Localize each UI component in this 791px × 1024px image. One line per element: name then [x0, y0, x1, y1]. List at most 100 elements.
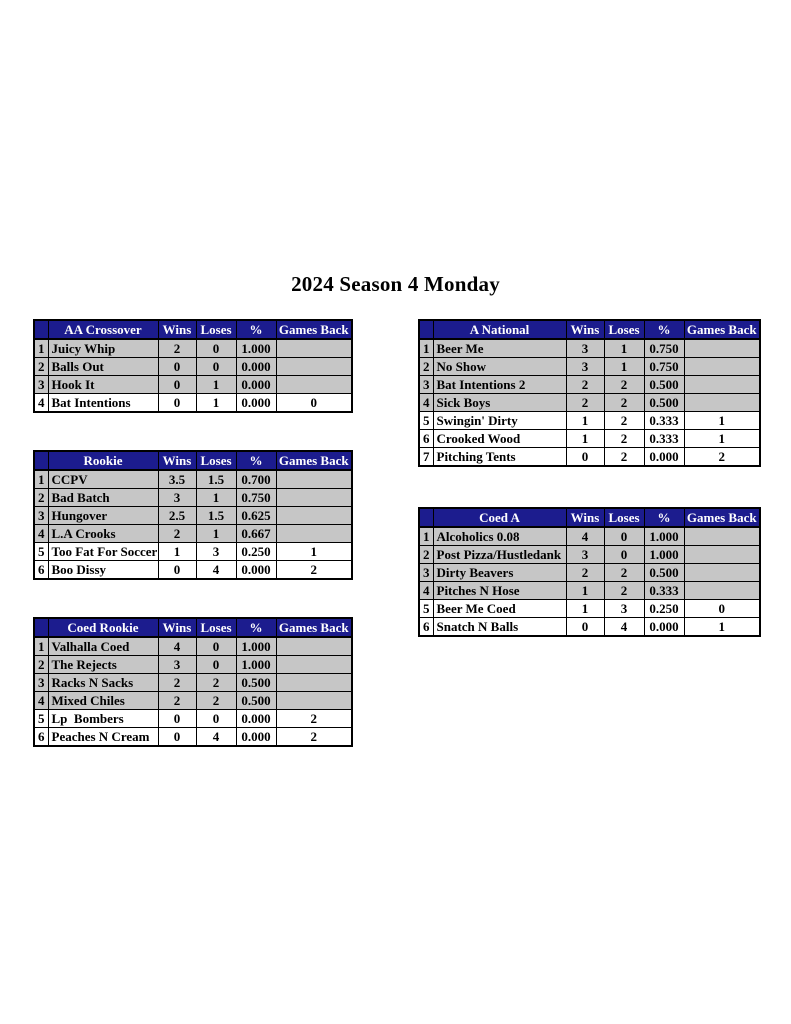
col-header-loses: Loses: [195, 617, 237, 638]
wins-cell: 2: [157, 524, 197, 543]
pct-cell: 0.000: [643, 617, 685, 637]
games-back-cell: 0: [683, 599, 761, 618]
team-name-cell: The Rejects: [47, 655, 159, 674]
wins-cell: 3: [565, 357, 605, 376]
rank-cell: 1: [418, 338, 434, 358]
team-name-cell: Lp Bombers: [47, 709, 159, 728]
games-back-cell: [683, 338, 761, 358]
col-header-wins: Wins: [157, 450, 197, 471]
division-name: Rookie: [47, 450, 159, 471]
games-back-cell: [683, 375, 761, 394]
table-row-crooked-wood: 6 Crooked Wood 1 2 0.333 1: [418, 429, 761, 448]
loses-cell: 0: [195, 709, 237, 728]
team-name-cell: Pitching Tents: [432, 447, 567, 467]
team-name-cell: Dirty Beavers: [432, 563, 567, 582]
rank-cell: 3: [33, 673, 49, 692]
col-header-games-back: Games Back: [683, 507, 761, 528]
wins-cell: 3: [565, 545, 605, 564]
col-header-games-back: Games Back: [275, 450, 353, 471]
standings-table-rookie: Rookie Wins Loses% Games Back 1 CCPV 3.5 1.5 0.7…: [33, 450, 353, 580]
rank-header-cell: [33, 450, 49, 471]
wins-cell: 3: [157, 655, 197, 674]
team-name-cell: Bat Intentions 2: [432, 375, 567, 394]
rank-header-cell: [418, 319, 434, 340]
table-row-no-show: 2 No Show 3 1 0.750: [418, 357, 761, 376]
pct-cell: 0.000: [235, 709, 277, 728]
col-header-loses: Loses: [603, 507, 645, 528]
pct-cell: 1.000: [235, 636, 277, 656]
wins-cell: 1: [565, 429, 605, 448]
table-row-swingin-dirty: 5 Swingin' Dirty 1 2 0.333 1: [418, 411, 761, 430]
pct-cell: 0.000: [235, 393, 277, 413]
pct-cell: 0.500: [643, 563, 685, 582]
loses-cell: 2: [603, 563, 645, 582]
loses-cell: 1: [603, 338, 645, 358]
games-back-cell: [275, 506, 353, 525]
division-name: Coed A: [432, 507, 567, 528]
games-back-cell: [683, 563, 761, 582]
loses-cell: 1: [195, 488, 237, 507]
col-header-pct: %: [235, 617, 277, 638]
wins-cell: 1: [157, 542, 197, 561]
pct-cell: 1.000: [235, 338, 277, 358]
rank-cell: 4: [418, 393, 434, 412]
division-name: AA Crossover: [47, 319, 159, 340]
games-back-cell: [683, 581, 761, 600]
loses-cell: 1.5: [195, 506, 237, 525]
wins-cell: 4: [565, 526, 605, 546]
wins-cell: 1: [565, 599, 605, 618]
games-back-cell: 2: [275, 727, 353, 747]
loses-cell: 3: [195, 542, 237, 561]
wins-cell: 2: [565, 393, 605, 412]
loses-cell: 3: [603, 599, 645, 618]
table-row-racks-n-sacks: 3 Racks N Sacks 2 2 0.500: [33, 673, 353, 692]
header-row: Coed A Wins Loses% Games Back: [418, 507, 761, 528]
loses-cell: 0: [195, 636, 237, 656]
team-name-cell: Racks N Sacks: [47, 673, 159, 692]
header-row: A National Wins Loses% Games Back: [418, 319, 761, 340]
rank-cell: 4: [33, 524, 49, 543]
wins-cell: 0: [157, 709, 197, 728]
pct-cell: 0.500: [235, 673, 277, 692]
table-row-pitches-n-hose: 4 Pitches N Hose 1 2 0.333: [418, 581, 761, 600]
table-row-mixed-chiles: 4 Mixed Chiles 2 2 0.500: [33, 691, 353, 710]
team-name-cell: Peaches N Cream: [47, 727, 159, 747]
table-row-bad-batch: 2 Bad Batch 3 1 0.750: [33, 488, 353, 507]
loses-cell: 1.5: [195, 469, 237, 489]
loses-cell: 0: [603, 526, 645, 546]
division-name: Coed Rookie: [47, 617, 159, 638]
wins-cell: 0: [157, 727, 197, 747]
wins-cell: 2: [565, 563, 605, 582]
loses-cell: 2: [603, 447, 645, 467]
rank-cell: 5: [33, 542, 49, 561]
pct-cell: 0.500: [643, 393, 685, 412]
wins-cell: 0: [157, 375, 197, 394]
rank-cell: 4: [33, 393, 49, 413]
col-header-wins: Wins: [157, 617, 197, 638]
rank-cell: 1: [418, 526, 434, 546]
games-back-cell: 1: [683, 429, 761, 448]
games-back-cell: [275, 691, 353, 710]
games-back-cell: [275, 488, 353, 507]
games-back-cell: [275, 673, 353, 692]
games-back-cell: [683, 393, 761, 412]
pct-cell: 0.333: [643, 429, 685, 448]
rank-cell: 1: [33, 636, 49, 656]
pct-cell: 1.000: [643, 545, 685, 564]
loses-cell: 0: [195, 338, 237, 358]
table-row-the-rejects: 2 The Rejects 3 0 1.000: [33, 655, 353, 674]
loses-cell: 0: [195, 655, 237, 674]
loses-cell: 2: [603, 411, 645, 430]
loses-cell: 2: [195, 691, 237, 710]
games-back-cell: [275, 357, 353, 376]
table-row-valhalla-coed: 1 Valhalla Coed 4 0 1.000: [33, 636, 353, 656]
rank-cell: 5: [33, 709, 49, 728]
col-header-games-back: Games Back: [275, 319, 353, 340]
games-back-cell: [275, 338, 353, 358]
team-name-cell: Hook It: [47, 375, 159, 394]
division-name: A National: [432, 319, 567, 340]
pct-cell: 0.625: [235, 506, 277, 525]
rank-header-cell: [418, 507, 434, 528]
table-row-alcoholics-0-08: 1 Alcoholics 0.08 4 0 1.000: [418, 526, 761, 546]
rank-cell: 6: [418, 617, 434, 637]
